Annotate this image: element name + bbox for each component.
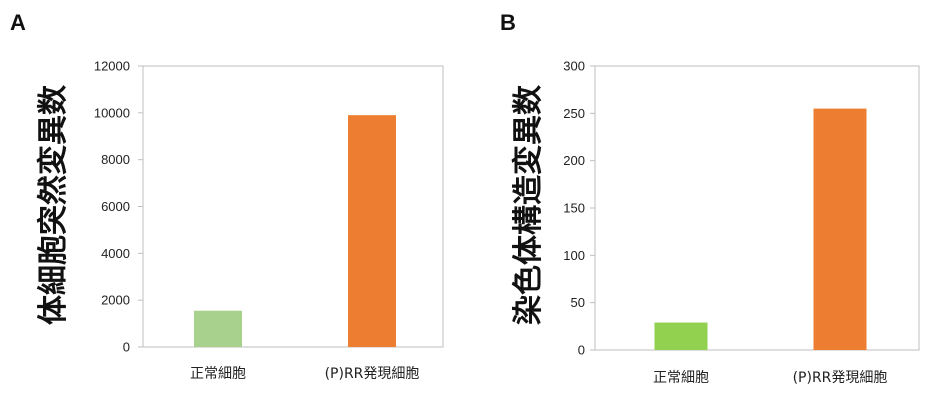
plot-frame-a xyxy=(142,65,444,348)
y-ticks-b: 0 50 100 150 200 250 300 xyxy=(563,59,595,358)
panel-label-a: A xyxy=(10,10,26,35)
y-axis-label-a: 体細胞突然変異数 xyxy=(36,84,71,325)
bar xyxy=(194,310,242,347)
bar xyxy=(348,115,396,347)
bars-a xyxy=(194,115,396,347)
chart-a: A 体細胞突然変異数 0 2000 4000 6000 8000 10000 12000 正… xyxy=(10,10,444,382)
chart-b: B 染色体構造変異数 0 50 100 150 200 250 300 正常細胞 (P)RR発… xyxy=(500,10,920,386)
y-tick-label: 10000 xyxy=(94,105,130,120)
x-category-label: 正常細胞 xyxy=(653,370,709,386)
y-tick-label: 6000 xyxy=(101,199,130,214)
y-tick-label: 300 xyxy=(563,59,585,74)
bar xyxy=(654,322,708,350)
x-category-label: (P)RR発現細胞 xyxy=(325,366,420,382)
bar xyxy=(813,108,867,350)
y-tick-label: 200 xyxy=(563,153,585,168)
x-category-label: (P)RR発現細胞 xyxy=(793,370,888,386)
y-tick-label: 4000 xyxy=(101,246,130,261)
bars-b xyxy=(654,108,867,350)
y-axis-label-b: 染色体構造変異数 xyxy=(511,84,546,325)
y-tick-label: 250 xyxy=(563,106,585,121)
y-tick-label: 12000 xyxy=(94,59,130,74)
y-tick-label: 8000 xyxy=(101,152,130,167)
y-tick-label: 50 xyxy=(571,295,585,310)
x-categories-b: 正常細胞 (P)RR発現細胞 xyxy=(653,370,887,386)
y-tick-label: 0 xyxy=(578,343,585,358)
y-ticks-a: 0 2000 4000 6000 8000 10000 12000 xyxy=(94,59,143,355)
y-tick-label: 2000 xyxy=(101,293,130,308)
x-categories-a: 正常細胞 (P)RR発現細胞 xyxy=(190,366,419,382)
y-tick-label: 0 xyxy=(123,340,130,355)
panel-label-b: B xyxy=(500,10,516,35)
y-tick-label: 100 xyxy=(563,248,585,263)
plot-frame-b xyxy=(594,65,920,351)
y-tick-label: 150 xyxy=(563,201,585,216)
x-category-label: 正常細胞 xyxy=(190,366,246,382)
